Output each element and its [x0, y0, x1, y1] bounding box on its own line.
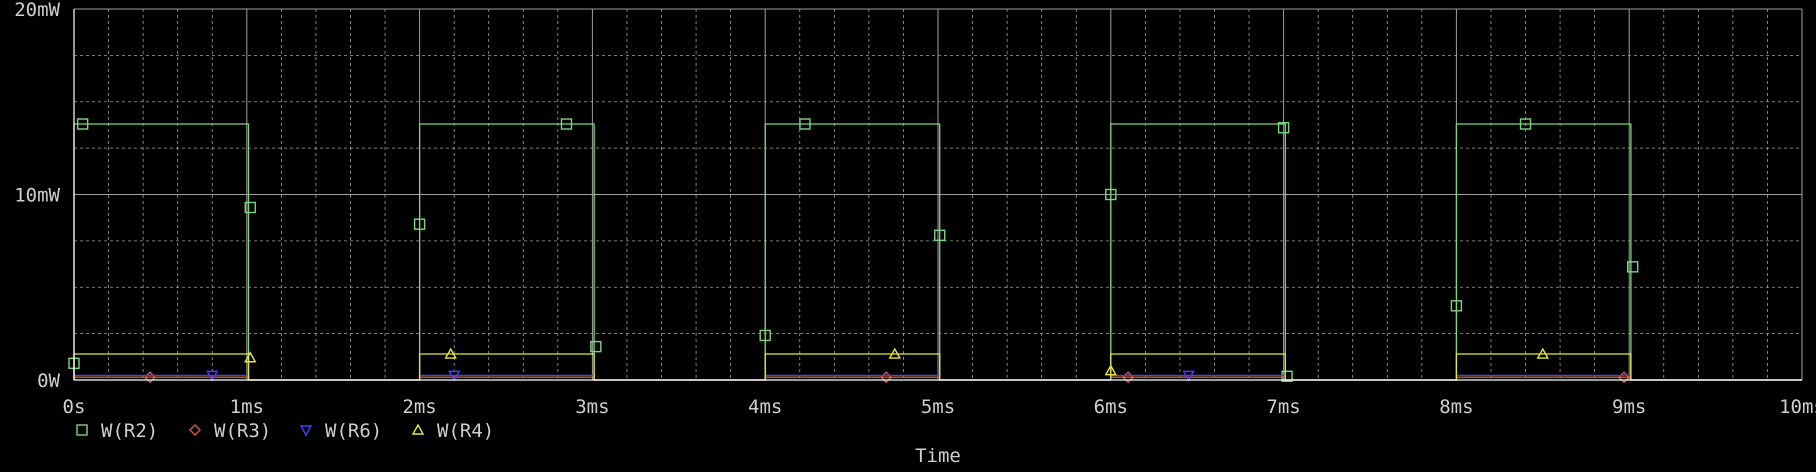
data-point-marker — [1519, 118, 1532, 130]
data-point-marker — [934, 229, 946, 242]
data-point-marker — [447, 370, 461, 382]
data-point-marker — [1277, 122, 1290, 134]
data-point-marker — [560, 118, 573, 130]
data-point-marker — [590, 340, 602, 353]
data-point-marker — [1281, 370, 1293, 382]
data-point-marker — [1105, 188, 1117, 201]
x-tick-label: 10ms — [1779, 396, 1816, 418]
x-tick-label: 5ms — [921, 396, 955, 418]
legend-marker — [411, 423, 425, 435]
y-tick-label: 20mW — [14, 0, 60, 21]
x-tick-label: 7ms — [1266, 396, 1300, 418]
data-point-marker — [888, 347, 901, 359]
legend-item: W(R3) — [189, 420, 271, 442]
data-point-marker — [206, 370, 219, 382]
data-point-marker — [759, 329, 771, 342]
legend-label: W(R4) — [437, 420, 494, 442]
data-point-marker — [1182, 370, 1195, 382]
x-tick-label: 3ms — [575, 396, 609, 418]
data-point-marker — [244, 351, 257, 363]
legend: W(R2) W(R3) W(R6) W(R4) — [76, 420, 494, 442]
legend-marker — [76, 424, 88, 436]
x-tick-label: 8ms — [1439, 396, 1473, 418]
legend-marker — [189, 424, 201, 436]
data-point-marker — [1104, 364, 1117, 376]
x-tick-label: 1ms — [230, 396, 264, 418]
x-tick-label: 0s — [63, 396, 86, 418]
legend-item: W(R4) — [411, 420, 494, 442]
data-point-marker — [444, 347, 457, 359]
data-point-marker — [1450, 300, 1463, 312]
legend-label: W(R3) — [214, 420, 271, 442]
x-axis-title: Time — [915, 445, 961, 467]
legend-label: W(R2) — [101, 420, 158, 442]
legend-item: W(R2) — [76, 420, 158, 442]
x-tick-label: 2ms — [402, 396, 436, 418]
axes: 0s 1ms 2ms 3ms 4ms 5ms 6ms 7ms 8ms 9ms 10ms 0W 10mW 2… — [14, 0, 1816, 418]
y-tick-label: 10mW — [14, 185, 60, 207]
y-tick-label: 0W — [37, 370, 60, 392]
data-point-marker — [76, 118, 89, 130]
legend-label: W(R6) — [325, 420, 382, 442]
legend-marker — [299, 425, 313, 437]
x-tick-label: 4ms — [748, 396, 782, 418]
x-tick-label: 6ms — [1094, 396, 1128, 418]
data-point-marker — [244, 201, 256, 214]
data-point-marker — [413, 218, 426, 230]
x-tick-label: 9ms — [1612, 396, 1646, 418]
data-point-marker — [1536, 347, 1549, 359]
legend-item: W(R6) — [299, 420, 382, 442]
data-point-marker — [1626, 261, 1639, 273]
data-point-marker — [799, 118, 811, 130]
